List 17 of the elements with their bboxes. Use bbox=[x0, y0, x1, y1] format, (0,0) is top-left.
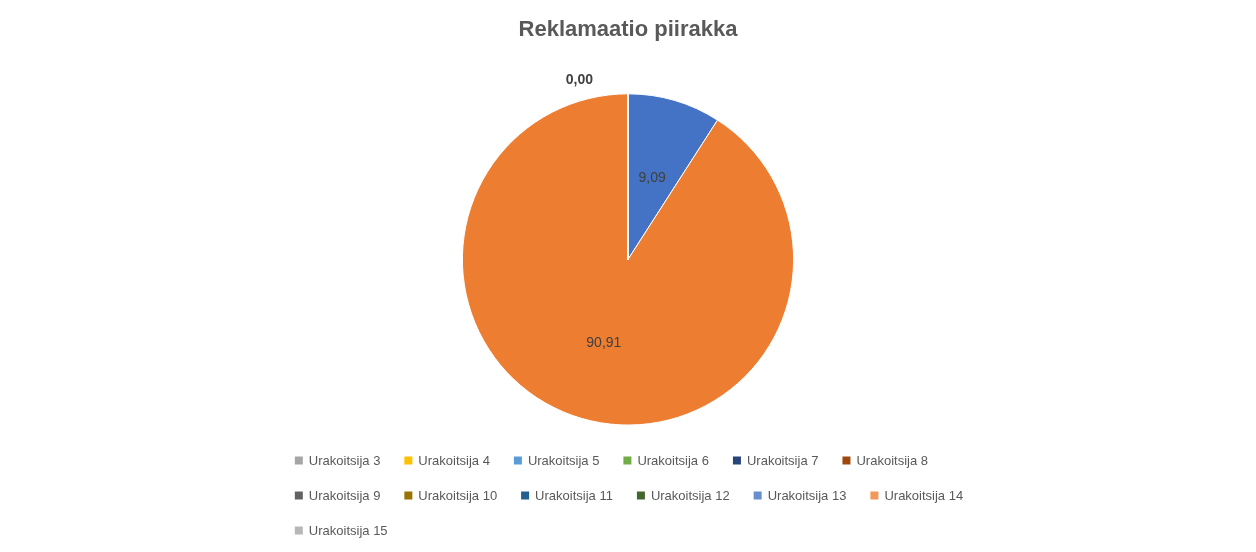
legend-label: Urakoitsija 8 bbox=[856, 453, 928, 468]
legend-label: Urakoitsija 9 bbox=[308, 488, 381, 503]
data-label: 9,09 bbox=[638, 169, 667, 186]
legend-label: Urakoitsija 6 bbox=[637, 453, 709, 468]
legend-label: Urakoitsija 10 bbox=[418, 488, 498, 503]
legend-label: Urakoitsija 15 bbox=[308, 523, 388, 538]
data-label: 90,91 bbox=[586, 333, 622, 350]
chart-title: Reklamaatio piirakka bbox=[518, 15, 739, 41]
legend-label: Urakoitsija 3 bbox=[308, 453, 381, 468]
legend-label: Urakoitsija 5 bbox=[527, 453, 600, 468]
legend-label: Urakoitsija 14 bbox=[884, 488, 964, 503]
legend-label: Urakoitsija 4 bbox=[418, 453, 490, 468]
legend-label: Urakoitsija 7 bbox=[746, 453, 819, 468]
legend-label: Urakoitsija 11 bbox=[535, 488, 613, 503]
text: 0,00 bbox=[565, 70, 593, 87]
legend-label: Urakoitsija 13 bbox=[767, 488, 847, 503]
legend-label: Urakoitsija 12 bbox=[650, 488, 730, 503]
